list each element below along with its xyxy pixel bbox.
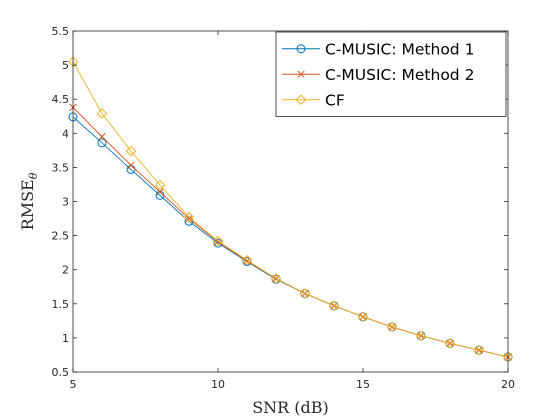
x-axis-title: SNR (dB) [252, 398, 329, 417]
legend-marker-2-stroke-b [297, 70, 305, 78]
series-2-marker-4-stroke-b [156, 188, 164, 196]
y-tick-label-3: 1.5 [52, 298, 70, 311]
legend-marker-3 [295, 94, 307, 106]
x-tick-label-4: 20 [501, 378, 515, 391]
series-3 [67, 56, 514, 363]
series-3-marker-7 [241, 254, 253, 266]
y-tick-label-8: 4 [62, 127, 69, 140]
legend-label-3: CF [325, 91, 345, 109]
x-tick-label-3: 15 [356, 378, 370, 391]
y-axis-title-subscript: θ [27, 172, 40, 179]
y-axis-title-main: RMSE [18, 179, 37, 230]
series-3-marker-11 [357, 311, 369, 323]
legend-marker-2 [297, 70, 305, 78]
y-axis-title: RMSEθ [18, 172, 40, 230]
series-2-marker-4 [156, 188, 164, 196]
series-3-marker-14 [444, 338, 456, 349]
series-layer [67, 56, 514, 363]
y-tick-label-10: 5 [62, 59, 69, 72]
y-tick-label-4: 2 [62, 264, 69, 277]
legend-item-2: C-MUSIC: Method 2 [282, 66, 474, 84]
y-tick-label-7: 3.5 [52, 161, 70, 174]
series-3-marker-12 [386, 321, 398, 333]
y-tick-label-6: 3 [62, 196, 69, 209]
series-2-marker-3-stroke-b [127, 161, 135, 170]
legend-label-2: C-MUSIC: Method 2 [325, 66, 474, 84]
series-2-marker-3 [127, 161, 135, 170]
series-3-marker-4 [154, 179, 166, 191]
legend-item-1: C-MUSIC: Method 1 [282, 40, 474, 58]
series-3-marker-10 [328, 300, 340, 312]
x-tick-label-2: 10 [211, 378, 225, 391]
series-1-marker-6 [213, 238, 223, 248]
legend: C-MUSIC: Method 1 C-MUSIC: Method 2 CF [275, 31, 507, 117]
series-3-marker-9 [299, 288, 311, 299]
series-3-marker-6 [212, 235, 224, 247]
series-1-marker-7 [242, 257, 252, 267]
y-tick-label-2: 1 [62, 332, 69, 345]
series-1-marker-2 [97, 138, 107, 148]
x-tick-label-1: 5 [70, 378, 77, 391]
series-3-marker-15 [473, 344, 485, 356]
series-2-marker-2-stroke-b [98, 133, 106, 141]
legend-item-3: CF [282, 91, 345, 109]
y-tick-label-9: 4.5 [52, 93, 70, 106]
y-tick-label-5: 2.5 [52, 230, 70, 243]
y-tick-label-1: 0.5 [52, 366, 70, 379]
series-2-marker-2 [98, 133, 106, 141]
series-3-marker-8 [270, 273, 282, 284]
series-2-marker-5 [185, 214, 193, 223]
legend-marker-1 [296, 44, 306, 54]
series-3-line [72, 61, 509, 358]
series-3-marker-3 [125, 145, 137, 157]
y-tick-label-11: 5.5 [52, 25, 70, 38]
series-3-marker-2 [96, 108, 108, 119]
series-3-marker-13 [415, 330, 427, 342]
series-2-marker-5-stroke-b [185, 214, 193, 223]
series-3-marker-5 [183, 211, 195, 223]
legend-label-1: C-MUSIC: Method 1 [325, 40, 474, 58]
